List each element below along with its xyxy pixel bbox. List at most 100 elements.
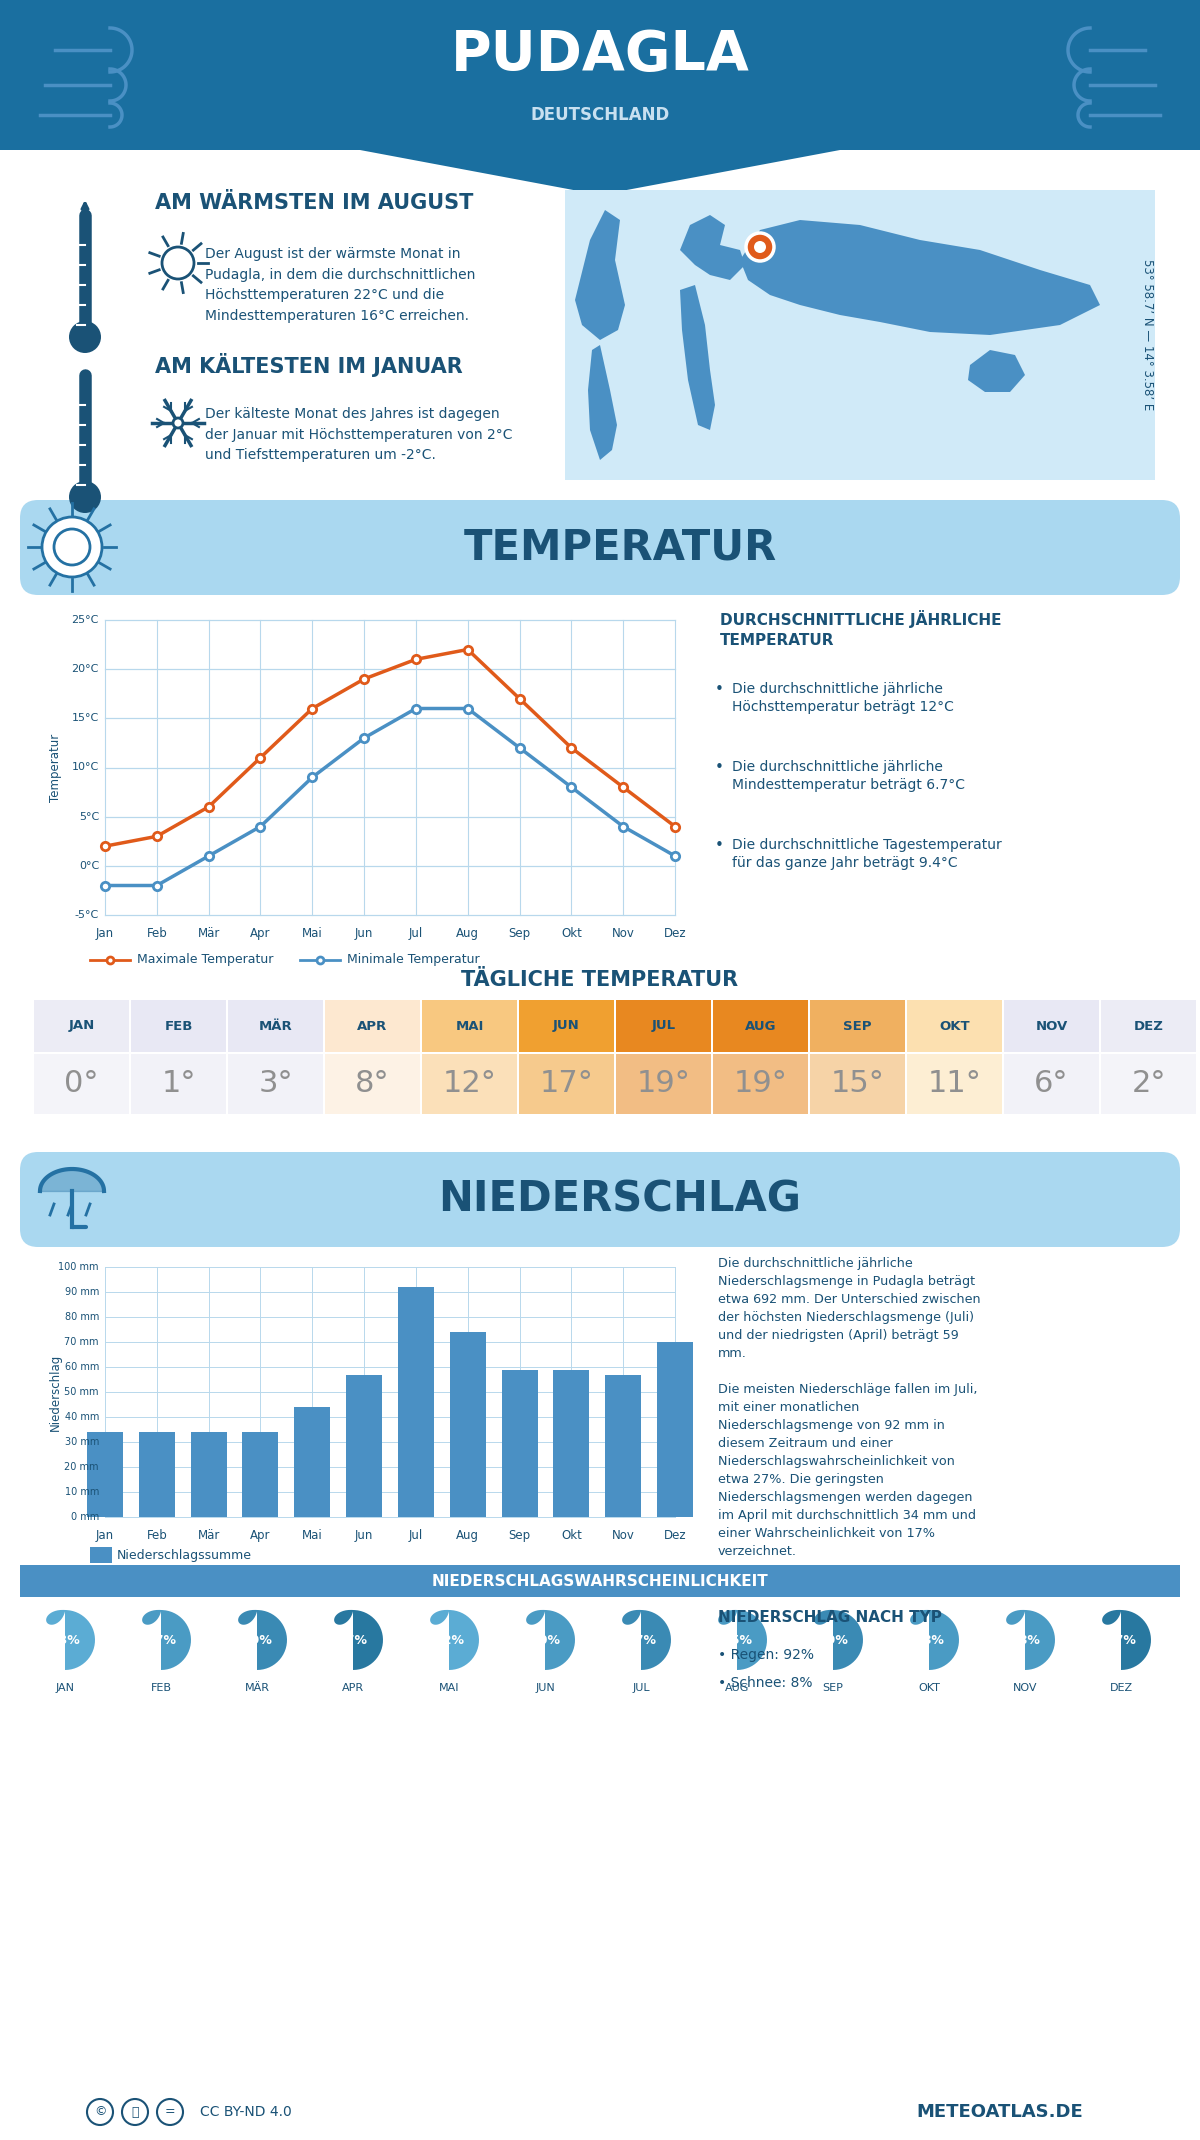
Text: Nov: Nov (612, 927, 635, 939)
Text: NIEDERSCHLAG: NIEDERSCHLAG (438, 1177, 802, 1220)
Bar (34, 999, 130, 1053)
Text: Dez: Dez (664, 1528, 686, 1543)
Polygon shape (1006, 1609, 1055, 1669)
Text: 80 mm: 80 mm (65, 1312, 98, 1323)
Text: SEP: SEP (844, 1019, 871, 1031)
Polygon shape (310, 0, 890, 150)
Text: Die durchschnittliche jährliche
Höchsttemperatur beträgt 12°C: Die durchschnittliche jährliche Höchstte… (732, 683, 954, 715)
Text: AM WÄRMSTEN IM AUGUST: AM WÄRMSTEN IM AUGUST (155, 193, 473, 214)
Text: 1°: 1° (161, 1070, 196, 1098)
Text: JUN: JUN (553, 1019, 580, 1031)
Polygon shape (1102, 1609, 1151, 1669)
Text: Apr: Apr (251, 927, 271, 939)
Text: 28%: 28% (914, 1633, 944, 1646)
Text: 3°: 3° (258, 1070, 293, 1098)
FancyBboxPatch shape (20, 1151, 1180, 1248)
Bar (565, 190, 1154, 479)
Text: 53° 58.7’ N — 14° 3.58’ E: 53° 58.7’ N — 14° 3.58’ E (1141, 259, 1154, 411)
Text: -5°C: -5°C (74, 910, 98, 920)
Bar (0, 0, 1200, 150)
Text: 27%: 27% (146, 1633, 176, 1646)
Text: 60 mm: 60 mm (65, 1361, 98, 1372)
Polygon shape (680, 214, 745, 280)
Text: PUDAGLA: PUDAGLA (450, 28, 750, 81)
Text: APR: APR (358, 1019, 388, 1031)
Text: Apr: Apr (251, 1528, 271, 1543)
Text: Niederschlag: Niederschlag (48, 1352, 61, 1432)
Bar (907, 999, 1002, 1053)
Text: Die durchschnittliche jährliche
Mindesttemperatur beträgt 6.7°C: Die durchschnittliche jährliche Mindestt… (732, 760, 965, 792)
Text: Mai: Mai (302, 927, 323, 939)
Text: 8°: 8° (355, 1070, 390, 1098)
Text: •: • (715, 683, 724, 698)
Text: 20°C: 20°C (72, 663, 98, 674)
Text: DEZ: DEZ (1110, 1682, 1133, 1693)
Bar (139, 1432, 175, 1517)
Polygon shape (680, 285, 715, 430)
Text: JAN: JAN (55, 1682, 74, 1693)
Text: MAI: MAI (439, 1682, 460, 1693)
Bar (502, 1370, 538, 1517)
Polygon shape (968, 351, 1025, 392)
Bar (346, 1374, 382, 1517)
Bar (398, 1286, 434, 1517)
Text: OKT: OKT (940, 1019, 970, 1031)
Text: 33%: 33% (50, 1633, 80, 1646)
Bar (520, 1055, 614, 1115)
Text: 12°: 12° (443, 1070, 497, 1098)
Text: 100 mm: 100 mm (59, 1263, 98, 1271)
Bar (1004, 1055, 1099, 1115)
Polygon shape (238, 1609, 287, 1669)
Text: Jan: Jan (96, 927, 114, 939)
Text: 27%: 27% (626, 1633, 656, 1646)
Text: ©: © (94, 2106, 107, 2119)
Text: Jul: Jul (409, 927, 424, 939)
Bar (90, 1547, 112, 1562)
Text: 15°: 15° (830, 1070, 884, 1098)
Text: APR: APR (342, 1682, 364, 1693)
Text: Mai: Mai (302, 1528, 323, 1543)
Text: • Regen: 92%: • Regen: 92% (718, 1648, 814, 1663)
Text: Sep: Sep (509, 1528, 530, 1543)
Bar (34, 1055, 130, 1115)
FancyBboxPatch shape (20, 501, 1180, 595)
Bar (131, 999, 226, 1053)
Circle shape (162, 246, 194, 278)
Bar (131, 1055, 226, 1115)
Text: 25°C: 25°C (72, 614, 98, 625)
Text: 15°C: 15°C (72, 713, 98, 723)
Text: 70 mm: 70 mm (65, 1338, 98, 1346)
Circle shape (746, 233, 774, 261)
Text: Okt: Okt (560, 1528, 582, 1543)
Polygon shape (334, 1609, 383, 1669)
Text: Jul: Jul (409, 1528, 424, 1543)
Bar (422, 1055, 517, 1115)
Text: MÄR: MÄR (245, 1682, 270, 1693)
Text: 19°: 19° (636, 1070, 690, 1098)
Polygon shape (360, 150, 840, 195)
Text: •: • (715, 760, 724, 775)
Text: Maximale Temperatur: Maximale Temperatur (137, 954, 274, 967)
Text: 11°: 11° (928, 1070, 982, 1098)
Circle shape (70, 482, 101, 514)
Bar (616, 1055, 710, 1115)
Text: 50 mm: 50 mm (65, 1387, 98, 1397)
Bar (1102, 1055, 1196, 1115)
Text: 19%: 19% (242, 1633, 272, 1646)
Circle shape (173, 417, 182, 428)
Text: NOV: NOV (1013, 1682, 1037, 1693)
Text: MÄR: MÄR (259, 1019, 293, 1031)
Text: JUL: JUL (652, 1019, 676, 1031)
Polygon shape (740, 220, 1100, 336)
Text: SEP: SEP (822, 1682, 844, 1693)
Text: 30 mm: 30 mm (65, 1436, 98, 1447)
Text: 17°: 17° (540, 1070, 594, 1098)
Polygon shape (814, 1609, 863, 1669)
Bar (422, 999, 517, 1053)
Text: Okt: Okt (560, 927, 582, 939)
Text: NOV: NOV (1036, 1019, 1068, 1031)
Text: Mär: Mär (198, 1528, 220, 1543)
Text: 0°C: 0°C (79, 860, 98, 871)
Bar (294, 1406, 330, 1517)
Text: Mär: Mär (198, 927, 220, 939)
